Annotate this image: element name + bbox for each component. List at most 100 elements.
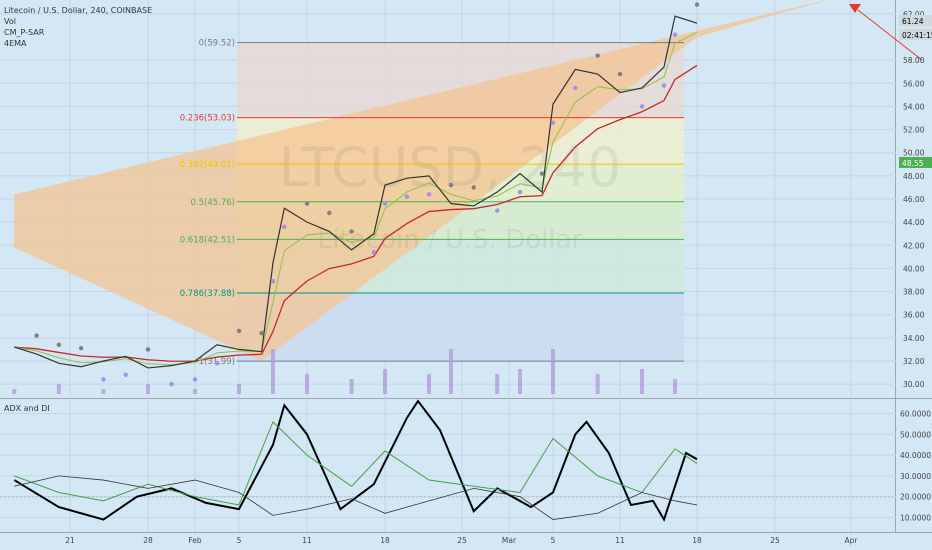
indicator-4ema: 4EMA xyxy=(4,39,27,48)
x-tick-label: Feb xyxy=(188,536,202,545)
volume-bar xyxy=(193,389,197,394)
y-tick-label: 46.00 xyxy=(903,195,925,204)
psar-dot xyxy=(661,83,667,88)
price-tag-box xyxy=(899,29,932,40)
psar-dot xyxy=(145,347,151,352)
psar-dot xyxy=(78,346,84,351)
volume-bar xyxy=(237,384,241,394)
volume-bar xyxy=(640,369,644,394)
y-tick-label: 38.00 xyxy=(903,288,925,297)
ema-line-green xyxy=(14,31,698,366)
rising-wedge-shape xyxy=(14,0,828,361)
psar-dot xyxy=(550,120,556,125)
volume-bar xyxy=(518,369,522,394)
fib-level-label: 0.5(45.76) xyxy=(191,198,235,208)
volume-bar xyxy=(551,349,555,394)
volume-bar xyxy=(349,379,354,394)
psar-dot xyxy=(282,224,287,229)
y-tick-label: 44.00 xyxy=(903,218,925,227)
volume-bar xyxy=(146,384,150,394)
volume-bar xyxy=(495,374,500,394)
x-tick-label: Apr xyxy=(845,536,859,545)
psar-dot xyxy=(517,189,523,195)
psar-dot xyxy=(595,53,600,58)
psar-dot xyxy=(617,71,623,77)
volume-bar xyxy=(383,369,387,394)
x-tick-label: 21 xyxy=(65,536,75,545)
x-tick-label: 5 xyxy=(551,536,556,545)
psar-dot xyxy=(672,32,678,37)
volume-bar xyxy=(56,384,61,394)
y-tick-label: 56.00 xyxy=(903,79,925,88)
fib-level-label: 0.236(53.03) xyxy=(180,114,235,124)
price-tag-box xyxy=(899,15,932,26)
y-tick-label: 58.00 xyxy=(903,56,925,65)
adx-tick-label: 10.0000 xyxy=(900,513,931,522)
psar-dot xyxy=(34,333,39,338)
psar-dot xyxy=(404,194,410,199)
psar-dot xyxy=(214,361,220,366)
psar-dot xyxy=(327,210,332,216)
psar-dot xyxy=(471,185,476,190)
psar-dot xyxy=(639,104,645,109)
psar-dot xyxy=(123,372,128,378)
fib-level-label: 0.382(49.01) xyxy=(180,160,235,170)
y-tick-label: 48.00 xyxy=(903,172,925,181)
price-tag-label: 02:41:15 xyxy=(902,31,932,40)
price-tag-label: 61.24 xyxy=(902,17,924,26)
ema-line-red xyxy=(14,64,698,362)
x-tick-label: 18 xyxy=(380,536,390,545)
volume-bar xyxy=(449,349,453,394)
psar-dot xyxy=(495,208,500,213)
price-tag-label: 48.55 xyxy=(902,159,924,168)
price-tag-box xyxy=(899,157,932,168)
adx-tick-label: 50.0000 xyxy=(900,430,931,439)
psar-dot xyxy=(169,381,174,387)
volume-bar xyxy=(595,374,600,394)
y-tick-label: 40.00 xyxy=(903,264,925,273)
fib-level-label: 0(59.52) xyxy=(199,39,235,49)
x-tick-label: 11 xyxy=(615,536,625,545)
psar-dot xyxy=(236,328,242,334)
psar-dot xyxy=(304,201,310,206)
x-tick-label: 25 xyxy=(457,536,467,545)
psar-dot xyxy=(371,250,377,255)
psar-dot xyxy=(382,201,388,206)
y-tick-label: 34.00 xyxy=(903,334,925,343)
x-tick-label: Mar xyxy=(502,536,517,545)
volume-bar xyxy=(427,374,431,394)
psar-dot xyxy=(56,342,62,347)
adx-tick-label: 20.0000 xyxy=(900,493,931,502)
adx-tick-label: 30.0000 xyxy=(900,472,931,481)
psar-dot xyxy=(426,192,432,197)
volume-bar xyxy=(305,374,309,394)
x-tick-label: 5 xyxy=(237,536,242,545)
adx-pane-title: ADX and DI xyxy=(4,404,50,413)
y-tick-label: 30.00 xyxy=(903,380,925,389)
psar-dot xyxy=(539,171,545,176)
volume-bar xyxy=(12,389,17,394)
fib-level-label: 0.786(37.88) xyxy=(180,289,235,299)
x-tick-label: 28 xyxy=(143,536,153,545)
price-line xyxy=(14,15,698,369)
psar-dot xyxy=(259,331,264,336)
y-tick-label: 52.00 xyxy=(903,126,925,135)
symbol-header: Litecoin / U.S. Dollar, 240, COINBASE xyxy=(4,6,153,15)
psar-dot xyxy=(349,229,354,234)
volume-bar xyxy=(271,349,275,394)
y-tick-label: 62.00 xyxy=(903,10,925,19)
minus-di-line xyxy=(14,475,698,520)
y-tick-label: 50.00 xyxy=(903,149,925,158)
psar-dot xyxy=(270,278,276,284)
watermark-name: Litecoin / U.S. Dollar xyxy=(318,225,583,255)
psar-dot xyxy=(694,2,700,7)
psar-dot xyxy=(573,85,578,91)
y-tick-label: 42.00 xyxy=(903,241,925,250)
psar-dot xyxy=(101,377,106,382)
y-tick-label: 54.00 xyxy=(903,102,925,111)
fib-level-label: 0.618(42.51) xyxy=(180,235,235,245)
x-tick-label: 11 xyxy=(302,536,312,545)
adx-tick-label: 40.0000 xyxy=(900,451,931,460)
